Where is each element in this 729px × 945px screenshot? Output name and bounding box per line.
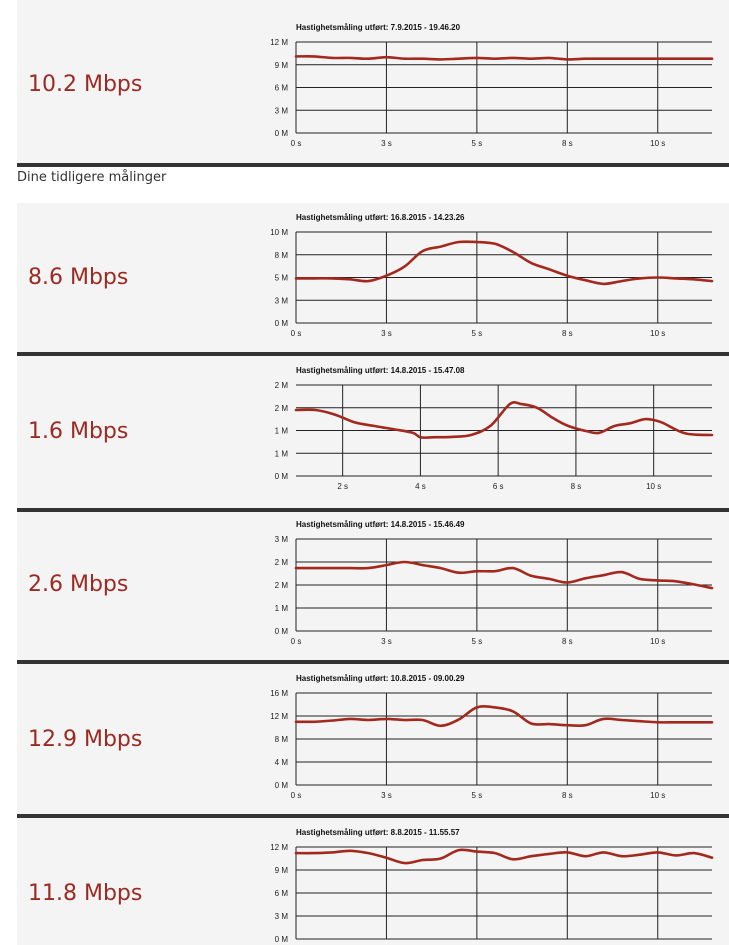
x-tick-label: 10 s xyxy=(646,482,661,491)
chart-title: Hastighetsmåling utført: 8.8.2015 - 11.5… xyxy=(296,828,460,837)
chart-title: Hastighetsmåling utført: 14.8.2015 - 15.… xyxy=(296,520,465,529)
y-tick-label: 3 M xyxy=(275,535,289,544)
x-tick-label: 8 s xyxy=(562,329,573,338)
y-tick-label: 0 M xyxy=(275,935,289,944)
divider xyxy=(17,508,729,512)
speed-series-line xyxy=(294,240,714,286)
speed-value: 11.8 Mbps xyxy=(28,881,143,906)
chart-title: Hastighetsmåling utført: 14.8.2015 - 15.… xyxy=(296,366,465,375)
speed-series-line xyxy=(294,848,714,865)
x-tick-label: 0 s xyxy=(291,139,302,148)
history-measurement-card: 11.8 Mbps Hastighetsmåling utført: 8.8.2… xyxy=(17,818,729,945)
x-tick-label: 8 s xyxy=(562,637,573,646)
y-tick-label: 0 M xyxy=(275,781,289,790)
speed-value: 1.6 Mbps xyxy=(28,419,129,444)
y-tick-label: 10 M xyxy=(270,228,288,237)
y-tick-label: 1 M xyxy=(275,427,289,436)
x-tick-label: 8 s xyxy=(571,482,582,491)
y-tick-label: 9 M xyxy=(275,61,289,70)
speed-series-line xyxy=(294,55,714,61)
y-tick-label: 0 M xyxy=(275,129,289,138)
current-measurement-card: 10.2 Mbps Hastighetsmåling utført: 7.9.2… xyxy=(17,0,729,163)
speed-chart: Hastighetsmåling utført: 10.8.2015 - 09.… xyxy=(270,674,714,800)
divider xyxy=(17,352,729,356)
chart-title: Hastighetsmåling utført: 16.8.2015 - 14.… xyxy=(296,213,465,222)
y-tick-label: 12 M xyxy=(270,843,288,852)
y-tick-label: 3 M xyxy=(275,106,289,115)
speed-series-line xyxy=(294,401,714,439)
y-tick-label: 4 M xyxy=(275,758,289,767)
y-tick-label: 12 M xyxy=(270,712,288,721)
chart-title: Hastighetsmåling utført: 7.9.2015 - 19.4… xyxy=(296,23,461,32)
y-tick-label: 9 M xyxy=(275,866,289,875)
x-tick-label: 3 s xyxy=(381,329,392,338)
x-tick-label: 4 s xyxy=(415,482,426,491)
x-tick-label: 0 s xyxy=(291,329,302,338)
speed-value: 8.6 Mbps xyxy=(28,265,129,290)
speed-value: 12.9 Mbps xyxy=(28,727,143,752)
x-tick-label: 3 s xyxy=(381,637,392,646)
speed-chart: Hastighetsmåling utført: 7.9.2015 - 19.4… xyxy=(270,23,714,148)
y-tick-label: 1 M xyxy=(275,604,289,613)
divider xyxy=(17,660,729,664)
y-tick-label: 5 M xyxy=(275,274,289,283)
x-tick-label: 6 s xyxy=(493,482,504,491)
x-tick-label: 8 s xyxy=(562,791,573,800)
x-tick-label: 10 s xyxy=(650,791,665,800)
divider xyxy=(17,814,729,818)
speed-series-line xyxy=(294,560,714,590)
x-tick-label: 5 s xyxy=(472,791,483,800)
x-tick-label: 5 s xyxy=(472,139,483,148)
x-tick-label: 5 s xyxy=(472,637,483,646)
history-measurement-card: 1.6 Mbps Hastighetsmåling utført: 14.8.2… xyxy=(17,356,729,508)
speed-chart: Hastighetsmåling utført: 8.8.2015 - 11.5… xyxy=(270,828,714,944)
speed-chart: Hastighetsmåling utført: 16.8.2015 - 14.… xyxy=(270,213,714,338)
y-tick-label: 1 M xyxy=(275,449,289,458)
y-tick-label: 3 M xyxy=(275,912,289,921)
y-tick-label: 2 M xyxy=(275,404,289,413)
y-tick-label: 6 M xyxy=(275,889,289,898)
x-tick-label: 3 s xyxy=(381,139,392,148)
speed-chart: Hastighetsmåling utført: 14.8.2015 - 15.… xyxy=(275,520,714,646)
history-heading: Dine tidligere målinger xyxy=(17,170,167,185)
history-measurement-card: 2.6 Mbps Hastighetsmåling utført: 14.8.2… xyxy=(17,512,729,660)
y-tick-label: 3 M xyxy=(275,296,289,305)
x-tick-label: 3 s xyxy=(381,791,392,800)
chart-title: Hastighetsmåling utført: 10.8.2015 - 09.… xyxy=(296,674,465,683)
x-tick-label: 10 s xyxy=(650,637,665,646)
speed-series-line xyxy=(294,705,714,728)
y-tick-label: 12 M xyxy=(270,38,288,47)
y-tick-label: 8 M xyxy=(275,251,289,260)
y-tick-label: 0 M xyxy=(275,627,289,636)
y-tick-label: 2 M xyxy=(275,558,289,567)
y-tick-label: 0 M xyxy=(275,319,289,328)
x-tick-label: 8 s xyxy=(562,139,573,148)
x-tick-label: 0 s xyxy=(291,637,302,646)
y-tick-label: 16 M xyxy=(270,689,288,698)
speed-chart: Hastighetsmåling utført: 14.8.2015 - 15.… xyxy=(275,366,714,491)
x-tick-label: 10 s xyxy=(650,139,665,148)
speed-value: 2.6 Mbps xyxy=(28,572,129,597)
history-measurement-card: 8.6 Mbps Hastighetsmåling utført: 16.8.2… xyxy=(17,203,729,352)
x-tick-label: 2 s xyxy=(337,482,348,491)
speed-value: 10.2 Mbps xyxy=(28,72,143,97)
y-tick-label: 2 M xyxy=(275,581,289,590)
divider xyxy=(17,163,729,167)
y-tick-label: 2 M xyxy=(275,381,289,390)
x-tick-label: 10 s xyxy=(650,329,665,338)
y-tick-label: 8 M xyxy=(275,735,289,744)
y-tick-label: 0 M xyxy=(275,472,289,481)
y-tick-label: 6 M xyxy=(275,84,289,93)
history-measurement-card: 12.9 Mbps Hastighetsmåling utført: 10.8.… xyxy=(17,664,729,814)
x-tick-label: 5 s xyxy=(472,329,483,338)
x-tick-label: 0 s xyxy=(291,791,302,800)
